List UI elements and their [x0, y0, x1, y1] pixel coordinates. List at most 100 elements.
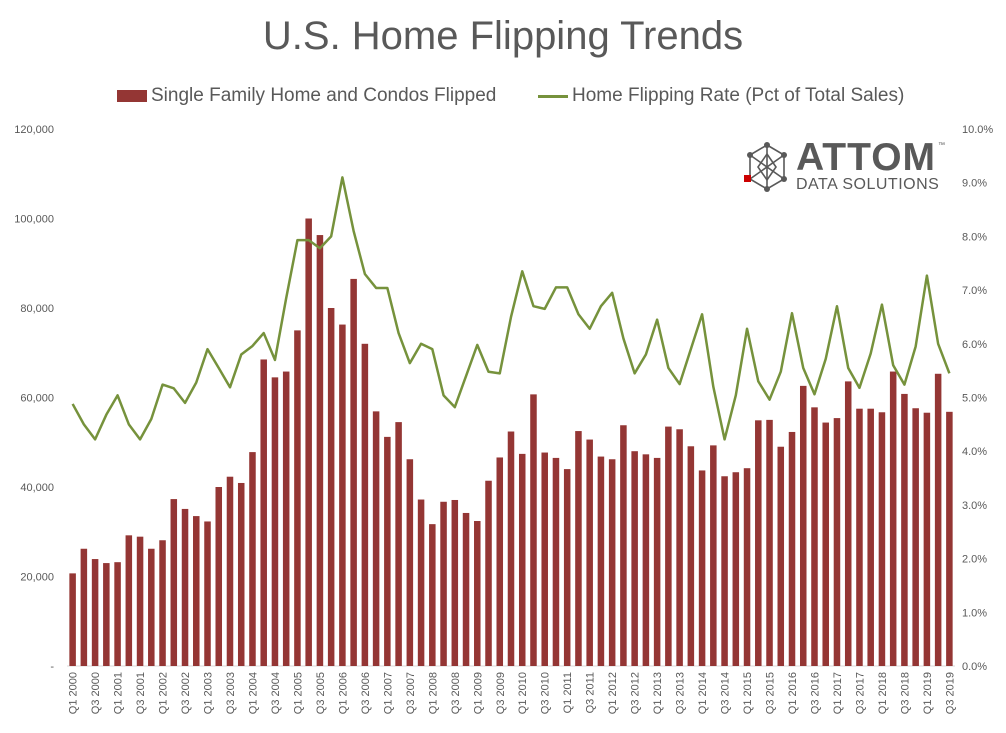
y-right-tick-label: 0.0% — [962, 661, 987, 673]
y-right-tick-label: 7.0% — [962, 285, 987, 297]
bar — [80, 548, 88, 666]
line-series-flipping-rate — [71, 176, 951, 441]
y-right-tick-label: 5.0% — [962, 393, 987, 405]
x-tick-label: Q1 2003 — [203, 672, 215, 714]
bar — [237, 482, 245, 666]
x-tick-label: Q3 2018 — [899, 672, 911, 714]
bar — [563, 469, 571, 666]
x-tick-label: Q1 2006 — [337, 672, 349, 714]
y-left-tick-label: 40,000 — [20, 482, 54, 494]
x-tick-label: Q3 2003 — [225, 672, 237, 714]
bar — [687, 446, 695, 666]
attom-logo-wordmark: ATTOM — [796, 138, 936, 178]
bar — [698, 470, 706, 666]
bar — [204, 521, 211, 666]
legend-bar-label: Single Family Home and Condos Flipped — [151, 85, 497, 106]
bar — [103, 563, 110, 666]
bar — [631, 451, 638, 666]
bar — [833, 418, 841, 666]
bar — [923, 412, 931, 666]
bar — [260, 359, 267, 666]
x-tick-label: Q3 2009 — [495, 672, 507, 714]
bar — [417, 499, 425, 666]
x-tick-label: Q1 2002 — [158, 672, 170, 714]
bar — [215, 487, 223, 666]
attom-logo-subtitle: DATA SOLUTIONS — [796, 176, 940, 193]
y-left-tick-label: 20,000 — [20, 572, 54, 584]
x-tick-label: Q3 2008 — [450, 672, 462, 714]
y-right-tick-label: 1.0% — [962, 607, 987, 619]
bar — [384, 436, 391, 666]
x-tick-label: Q1 2010 — [517, 672, 529, 714]
bar — [867, 408, 874, 666]
bar — [788, 431, 796, 666]
bar — [597, 456, 605, 666]
x-tick-label: Q1 2001 — [113, 672, 125, 714]
bar — [316, 235, 324, 666]
x-tick-label: Q1 2005 — [292, 672, 304, 714]
bar — [305, 218, 312, 666]
bar — [901, 393, 908, 666]
x-tick-label: Q1 2007 — [382, 672, 394, 714]
x-tick-label: Q3 2007 — [405, 672, 417, 714]
x-tick-label: Q3 2001 — [135, 672, 147, 714]
x-tick-label: Q3 2019 — [944, 672, 956, 714]
chart-title: U.S. Home Flipping Trends — [262, 14, 744, 58]
x-tick-label: Q1 2009 — [472, 672, 484, 714]
bar — [249, 452, 256, 666]
x-tick-label: Q3 2002 — [180, 672, 192, 714]
x-tick-label: Q3 2004 — [270, 672, 282, 714]
bar — [518, 453, 526, 666]
bar — [541, 452, 548, 666]
bar — [653, 457, 661, 666]
bar — [474, 521, 481, 666]
bar — [732, 472, 740, 666]
bar — [271, 377, 279, 666]
bar — [822, 422, 829, 666]
bar — [755, 420, 762, 666]
bar — [406, 459, 414, 666]
bar — [170, 499, 178, 666]
bar — [946, 411, 953, 666]
attom-logo-trademark: ™ — [938, 142, 945, 149]
bar — [485, 480, 492, 666]
bar — [642, 454, 650, 666]
y-left-tick-label: 80,000 — [20, 303, 54, 315]
legend-bar-swatch — [117, 90, 147, 102]
bar — [451, 499, 459, 666]
legend-line-label: Home Flipping Rate (Pct of Total Sales) — [572, 85, 905, 106]
legend-line-swatch — [538, 94, 568, 98]
x-tick-label: Q1 2013 — [652, 672, 664, 714]
bar — [125, 535, 133, 666]
bar — [586, 439, 593, 666]
bar — [496, 457, 504, 666]
bar — [282, 371, 290, 666]
attom-logo-word: ATTOM — [796, 136, 937, 179]
x-tick-label: Q3 2016 — [809, 672, 821, 714]
x-tick-label: Q3 2000 — [90, 672, 102, 714]
bar — [552, 457, 560, 666]
bar — [136, 536, 144, 666]
bar — [575, 431, 582, 666]
bar — [889, 371, 897, 666]
bar — [934, 373, 942, 666]
bar — [193, 516, 200, 666]
bar — [844, 381, 852, 666]
x-tick-label: Q1 2016 — [787, 672, 799, 714]
legend-bars: Single Family Home and Condos Flipped — [117, 85, 496, 107]
y-left-tick-label: 60,000 — [20, 393, 54, 405]
x-tick-label: Q3 2012 — [630, 672, 642, 714]
x-tick-label: Q3 2015 — [765, 672, 777, 714]
x-tick-label: Q3 2005 — [315, 672, 327, 714]
x-tick-label: Q3 2017 — [854, 672, 866, 714]
y-left-tick-label: - — [50, 661, 54, 673]
bar — [721, 476, 728, 666]
y-left-tick-label: 120,000 — [14, 124, 54, 136]
bar — [620, 425, 627, 666]
bar — [91, 559, 99, 666]
y-right-tick-label: 4.0% — [962, 446, 987, 458]
bar — [507, 431, 515, 666]
x-tick-label: Q1 2008 — [427, 672, 439, 714]
x-tick-label: Q1 2015 — [742, 672, 754, 714]
bar — [766, 419, 773, 667]
